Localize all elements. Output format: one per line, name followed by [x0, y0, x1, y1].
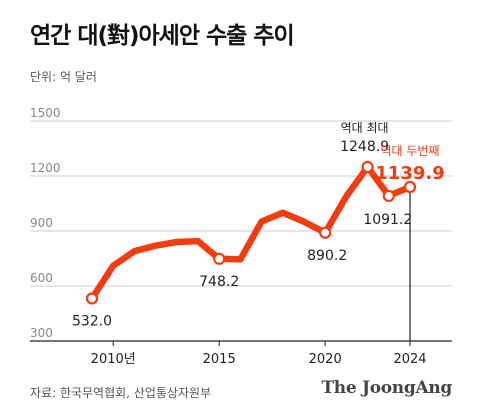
data-label: 1248.9 [340, 139, 389, 155]
data-marker [403, 180, 417, 194]
publisher-logo: The JoongAng [321, 378, 452, 398]
x-tick-labels: 2010년 2015 2020 2024 [91, 352, 427, 367]
y-tick-label: 1200 [30, 161, 61, 175]
y-tick-label: 300 [30, 326, 53, 340]
y-tick-label: 900 [30, 216, 53, 230]
data-label: 748.2 [199, 274, 239, 290]
x-tick-label: 2015 [203, 352, 236, 367]
data-label: 1139.9 [375, 163, 444, 184]
data-label: 890.2 [307, 248, 347, 264]
data-label: 1091.2 [363, 212, 412, 228]
y-tick-label: 600 [30, 271, 53, 285]
data-marker [361, 160, 374, 174]
data-marker [213, 252, 226, 265]
x-axis [30, 340, 452, 346]
data-marker [382, 189, 395, 203]
x-tick-label: 2024 [393, 352, 426, 367]
data-series [88, 163, 414, 302]
data-label: 532.0 [72, 313, 112, 329]
y-tick-label: 1500 [30, 106, 61, 120]
annotation-note: 역대 두번째 [380, 144, 439, 158]
x-tick-label: 2010년 [91, 352, 136, 367]
data-labels: 532.0 748.2 890.2 역대 최대 1248.9 1091.2 역대 두번째 11… [72, 121, 445, 329]
data-marker [85, 292, 99, 305]
unit-label: 단위: 억 달러 [30, 70, 97, 84]
annotation-note: 역대 최대 [341, 121, 389, 135]
source-note: 자료: 한국무역협회, 산업통상자원부 [30, 386, 212, 400]
y-tick-labels: 300 600 900 1200 1500 [30, 106, 61, 340]
chart-title: 연간 대(對)아세안 수출 추이 [30, 23, 295, 49]
series-line [88, 163, 414, 302]
data-marker [319, 226, 332, 239]
x-tick-label: 2020 [309, 352, 342, 367]
data-markers [85, 160, 417, 305]
